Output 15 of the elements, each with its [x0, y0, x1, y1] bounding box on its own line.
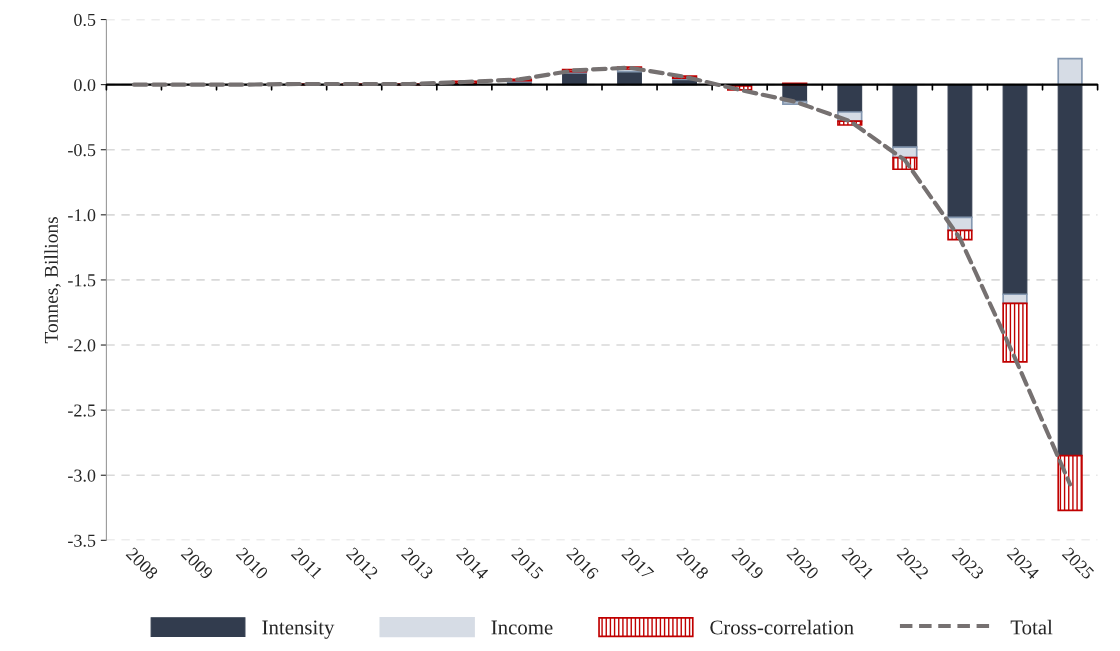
y-tick-label: -1.0 [68, 209, 96, 222]
y-tick-label: -2.0 [68, 339, 96, 352]
legend-label: Total [1010, 619, 1053, 635]
y-tick-label: -3.5 [68, 534, 96, 547]
y-tick-label: -0.5 [68, 143, 96, 157]
y-axis-title: Tonnes, Billions [44, 217, 61, 344]
y-tick-label: -3.0 [68, 469, 96, 482]
x-tick-label: 2017 [621, 546, 655, 581]
legend-label: Cross-correlation [710, 619, 854, 635]
legend-label: Income [491, 620, 553, 635]
y-tick-label: 0.5 [74, 13, 96, 27]
legend-label: Intensity [262, 620, 335, 639]
y-tick-label: -1.5 [68, 274, 96, 287]
y-tick-label: 0.0 [74, 78, 96, 92]
y-tick-label: -2.5 [68, 404, 96, 417]
